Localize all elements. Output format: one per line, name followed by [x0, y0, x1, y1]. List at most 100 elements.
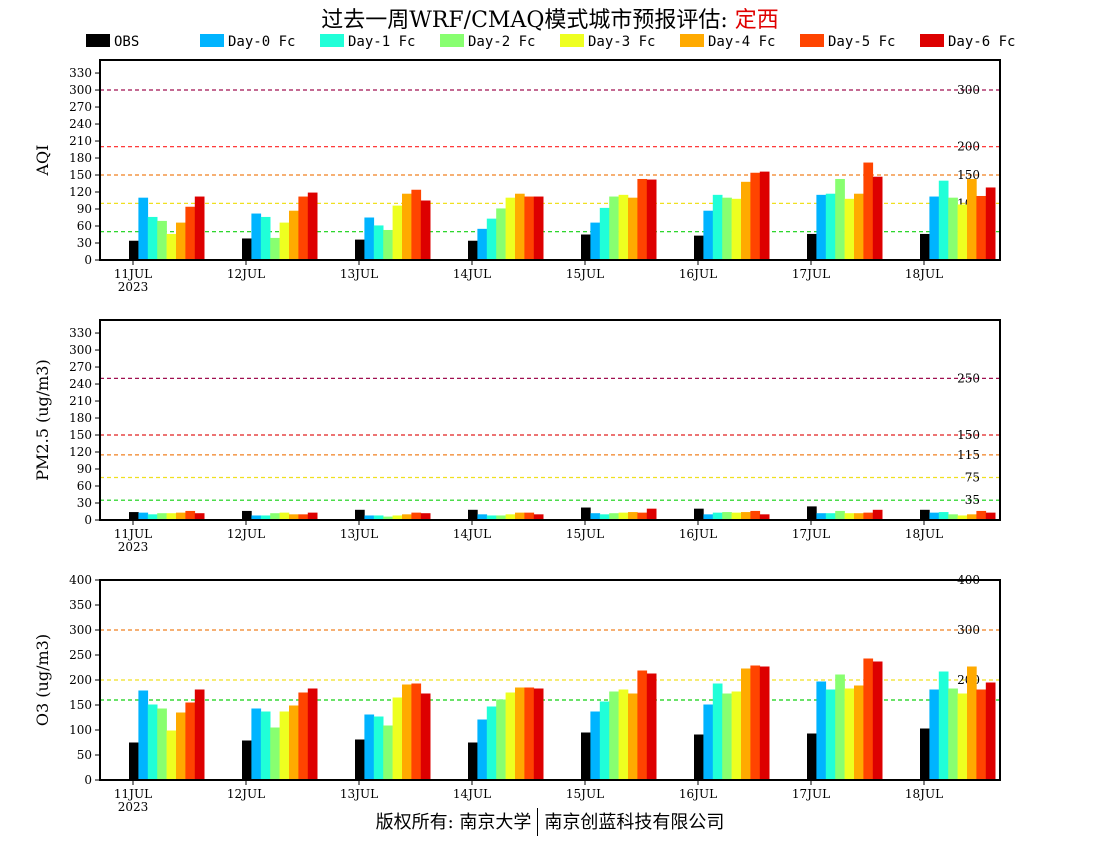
bar-day-6-fc: [194, 689, 205, 780]
legend-swatch: [800, 34, 824, 47]
bar-day-4-fc: [289, 210, 299, 260]
bar-day-2-fc: [383, 725, 393, 780]
y-tick-label: 30: [77, 496, 92, 510]
bar-day-1-fc: [825, 193, 836, 260]
bar-day-6-fc: [759, 171, 770, 260]
bar-day-2-fc: [722, 512, 732, 520]
bar-day-3-fc: [957, 515, 968, 520]
bar-day-4-fc: [515, 193, 525, 260]
bar-day-2-fc: [609, 691, 619, 780]
bar-day-2-fc: [722, 693, 732, 780]
bar-day-4-fc: [628, 693, 638, 780]
bar-day-1-fc: [599, 207, 610, 260]
x-tick-label: 18JUL: [905, 787, 943, 801]
y-tick-label: 300: [69, 343, 92, 357]
bar-day-3-fc: [844, 688, 855, 780]
legend-swatch: [86, 34, 110, 47]
bar-day-6-fc: [420, 513, 431, 520]
legend-item: OBS: [86, 34, 139, 50]
y-tick-label: 270: [69, 100, 92, 114]
bar-day-5-fc: [976, 195, 987, 260]
y-tick-label: 180: [69, 151, 92, 165]
bar-day-6-fc: [985, 187, 996, 260]
bar-day-5-fc: [637, 670, 648, 780]
x-tick-label: 18JUL: [905, 527, 943, 541]
y-tick-label: 90: [77, 202, 92, 216]
reference-line-label: 150: [957, 168, 980, 182]
x-tick-label: 17JUL: [792, 267, 830, 281]
bar-day-0-fc: [590, 222, 601, 260]
bar-day-2-fc: [609, 513, 619, 520]
bar-day-5-fc: [524, 687, 535, 780]
bar-day-5-fc: [524, 196, 535, 260]
bar-obs: [920, 233, 930, 260]
x-tick-label: 11JUL: [114, 527, 152, 541]
bar-day-4-fc: [741, 668, 751, 780]
bar-day-3-fc: [392, 205, 403, 260]
bar-day-2-fc: [609, 196, 619, 260]
legend-swatch: [320, 34, 344, 47]
bar-day-6-fc: [872, 176, 883, 260]
chart-panel: 3002001501005003060901201501802102402703…: [33, 59, 1001, 294]
x-tick-label: 14JUL: [453, 267, 491, 281]
bar-day-1-fc: [260, 216, 271, 260]
figure-title: 过去一周WRF/CMAQ模式城市预报评估: 定西: [0, 2, 1100, 34]
bar-day-1-fc: [147, 514, 158, 520]
bar-day-6-fc: [420, 693, 431, 780]
bar-day-1-fc: [825, 513, 836, 520]
y-tick-label: 0: [84, 513, 92, 527]
bar-day-0-fc: [251, 515, 262, 520]
bar-day-0-fc: [364, 714, 375, 780]
x-tick-label: 11JUL: [114, 787, 152, 801]
bar-day-4-fc: [967, 178, 977, 260]
y-tick-label: 250: [69, 648, 92, 662]
bar-day-0-fc: [590, 513, 601, 520]
bar-obs: [129, 240, 139, 260]
bar-day-1-fc: [712, 194, 723, 260]
bar-day-5-fc: [298, 514, 309, 520]
footer-separator: [537, 808, 539, 836]
bar-obs: [807, 233, 817, 260]
bar-day-3-fc: [618, 689, 629, 780]
reference-line-label: 300: [957, 623, 980, 637]
bar-day-5-fc: [750, 510, 761, 520]
x-tick-label: 17JUL: [792, 527, 830, 541]
bar-day-0-fc: [703, 704, 714, 780]
legend-swatch: [440, 34, 464, 47]
y-tick-label: 180: [69, 411, 92, 425]
bar-day-4-fc: [402, 684, 412, 780]
bar-obs: [807, 506, 817, 520]
bar-day-4-fc: [176, 712, 186, 780]
bar-obs: [355, 739, 365, 780]
legend-label: OBS: [114, 34, 140, 50]
bar-day-1-fc: [599, 701, 610, 780]
y-axis-label: O3 (ug/m3): [33, 634, 52, 726]
bar-day-1-fc: [486, 218, 497, 260]
bar-day-4-fc: [515, 512, 525, 520]
bar-day-0-fc: [590, 711, 601, 780]
bar-day-0-fc: [477, 719, 488, 780]
x-tick-label: 17JUL: [792, 787, 830, 801]
bar-day-5-fc: [750, 665, 761, 780]
y-tick-label: 60: [77, 479, 92, 493]
bar-day-5-fc: [298, 692, 309, 780]
chart-panel: 250 150 115 75 35 0 30 60 90 120 150 180 210 240 270 30…: [33, 319, 1001, 554]
bar-day-0-fc: [929, 689, 940, 780]
bar-day-3-fc: [618, 512, 629, 520]
bar-day-3-fc: [731, 512, 742, 520]
bar-day-5-fc: [863, 512, 874, 520]
y-tick-label: 330: [69, 326, 92, 340]
bar-day-4-fc: [402, 514, 412, 520]
bar-obs: [242, 510, 252, 520]
legend-label: Day-6 Fc: [948, 34, 1016, 50]
bar-day-1-fc: [373, 716, 384, 780]
reference-line-label: 75: [965, 471, 980, 485]
legend-label: Day-1 Fc: [348, 34, 416, 50]
legend-item: Day-5 Fc: [800, 34, 895, 50]
bar-day-3-fc: [505, 197, 516, 260]
bar-day-2-fc: [948, 514, 958, 520]
bar-day-5-fc: [185, 510, 196, 520]
y-tick-label: 150: [69, 168, 92, 182]
bar-day-2-fc: [722, 197, 732, 260]
